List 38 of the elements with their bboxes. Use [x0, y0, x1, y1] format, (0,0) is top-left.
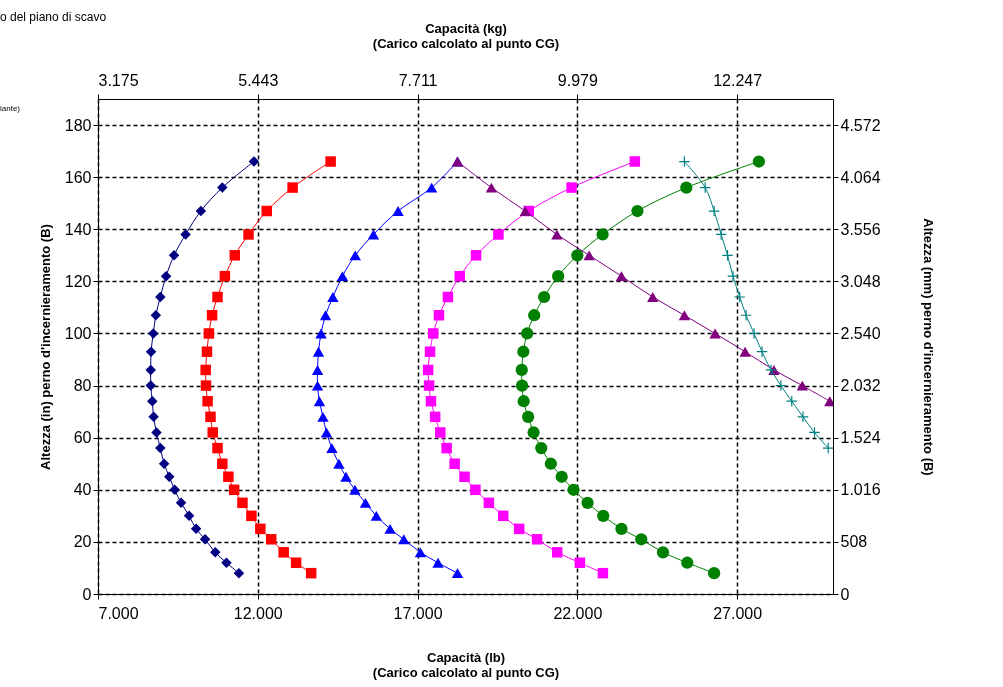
- y-tick-label: 120: [64, 272, 92, 290]
- y2-tick-label: 1.016: [840, 481, 881, 499]
- text: o del piano di scavo: [0, 10, 107, 24]
- y2-tick-label: 2.540: [840, 324, 881, 342]
- y-tick-label: 40: [73, 481, 92, 499]
- text: Capacità (kg): [425, 20, 507, 36]
- y2-tick-label: 3.048: [840, 272, 881, 290]
- y2-tick-label: 0: [840, 585, 850, 603]
- y-axis-title: Altezza (in) perno d'incernieramento (B): [37, 224, 53, 470]
- text: (Carico calcolato al punto CG): [372, 664, 560, 680]
- y-tick-label: 20: [73, 533, 92, 551]
- x2-tick-label: 12.247: [713, 71, 763, 89]
- x-tick-label: 27.000: [713, 604, 763, 622]
- y-tick-label: 180: [64, 116, 92, 134]
- y-tick-label: 80: [73, 377, 92, 395]
- y-tick-label: 140: [64, 220, 92, 238]
- y2-tick-label: 3.556: [840, 220, 881, 238]
- x2-tick-label: 7.711: [398, 71, 438, 89]
- x2-tick-label: 3.175: [98, 71, 139, 89]
- x2-tick-label: 5.443: [238, 71, 279, 89]
- y-tick-label: 160: [64, 168, 92, 186]
- y-tick-label: 100: [64, 324, 92, 342]
- x-tick-label: 22.000: [553, 604, 603, 622]
- text: (Carico calcolato al punto CG): [372, 35, 560, 51]
- y-tick-label: 60: [73, 429, 92, 447]
- y2-tick-label: 1.524: [840, 429, 881, 447]
- y2-tick-label: 4.064: [840, 168, 881, 186]
- x-tick-label: 12.000: [233, 604, 283, 622]
- y2-axis-title: Altezza (mm) perno d'incernieramento (B): [920, 218, 936, 476]
- text: iante): [0, 104, 21, 113]
- x-tick-label: 7.000: [98, 604, 139, 622]
- x2-tick-label: 9.979: [557, 71, 598, 89]
- x-tick-label: 17.000: [393, 604, 443, 622]
- y2-tick-label: 508: [840, 533, 868, 551]
- y2-tick-label: 4.572: [840, 116, 881, 134]
- y-tick-label: 0: [82, 585, 92, 603]
- text: Capacità (lb): [426, 649, 506, 665]
- y2-tick-label: 2.032: [840, 377, 881, 395]
